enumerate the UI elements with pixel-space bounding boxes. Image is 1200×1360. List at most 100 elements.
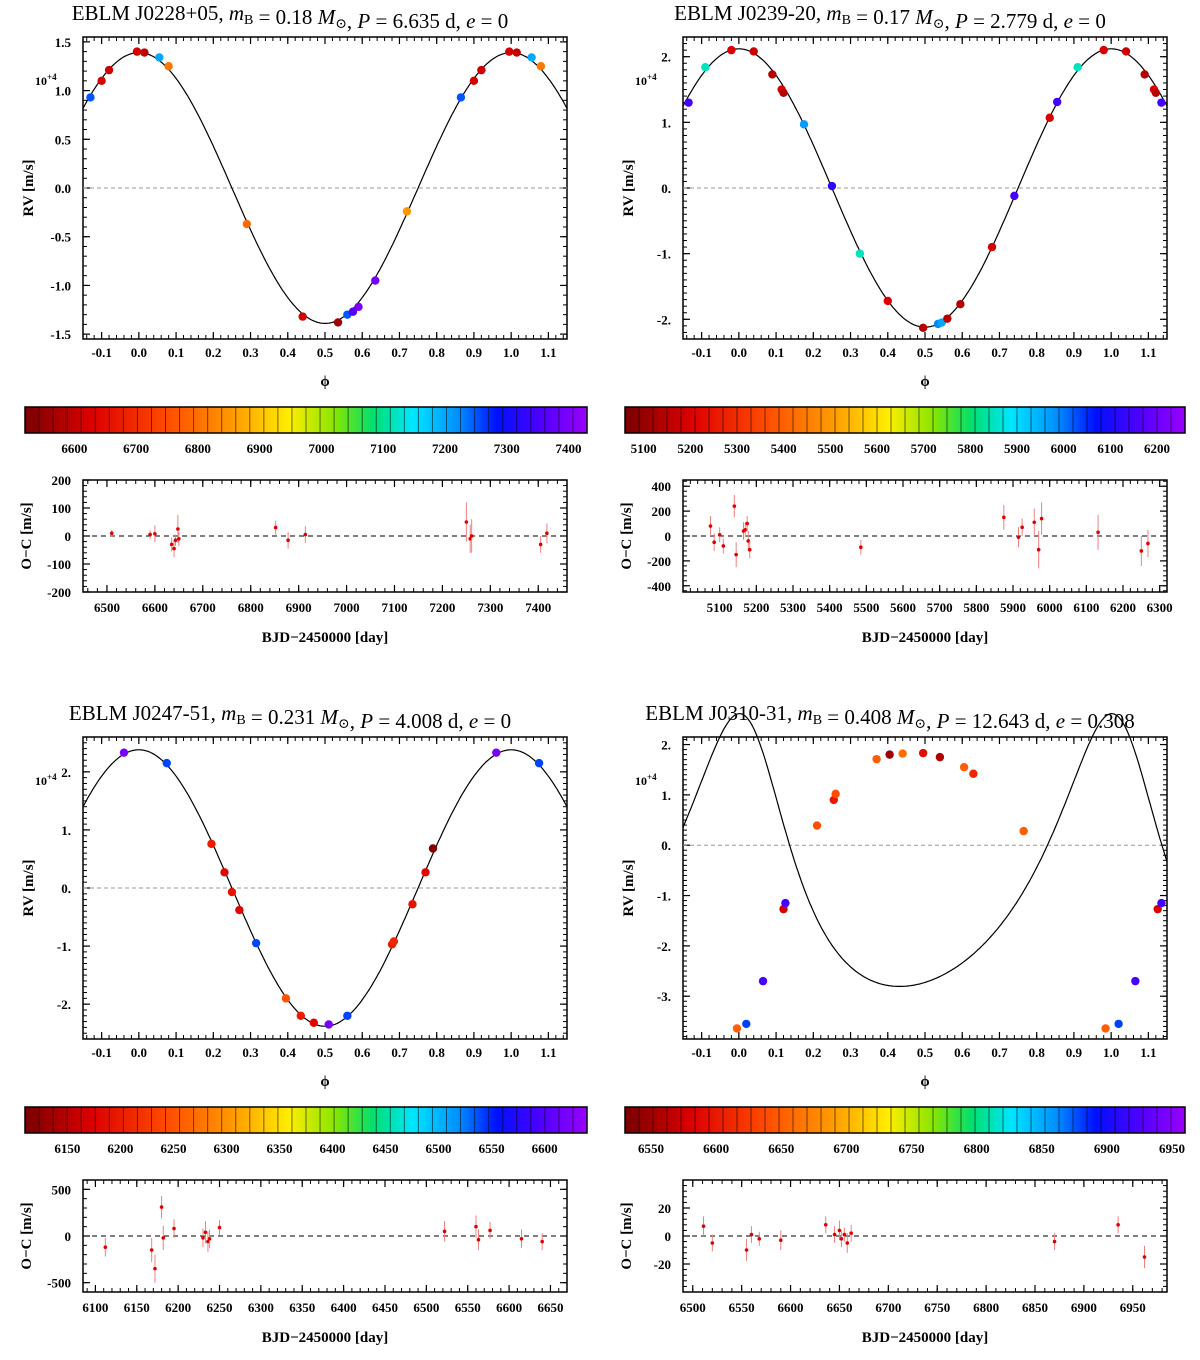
rv-data-point — [389, 937, 399, 946]
rv-data-point — [324, 1020, 333, 1029]
chart-title: EBLM J0239-20, mB = 0.17 M⊙, P = 2.779 d… — [674, 1, 1106, 33]
oc-data-point — [207, 1237, 212, 1241]
oc-x-tick-label: 6650 — [826, 1300, 852, 1315]
oc-data-point — [177, 537, 181, 541]
rv-data-point — [1140, 70, 1149, 79]
colorbar-tick-label: 5600 — [864, 441, 890, 456]
rv-data-point — [855, 249, 865, 258]
x-axis-label: ϕ — [920, 374, 929, 390]
oc-x-tick-label: 6600 — [496, 1300, 522, 1315]
rv-data-point — [1151, 88, 1161, 98]
rv-data-point — [1157, 898, 1166, 908]
oc-data-point — [149, 1248, 154, 1252]
x-tick-label: 0.2 — [805, 1045, 821, 1060]
chart-title: EBLM J0310-31, mB = 0.408 M⊙, P = 12.643… — [645, 701, 1134, 733]
oc-y-tick-label: 200 — [52, 473, 72, 488]
rv-data-point — [918, 323, 928, 333]
rv-data-point — [469, 76, 479, 86]
oc-x-tick-label: 6500 — [680, 1300, 706, 1315]
oc-x-tick-label: 7000 — [334, 600, 360, 615]
rv-data-point — [119, 748, 129, 757]
y-tick-label: -1. — [57, 939, 71, 954]
oc-data-point — [1002, 515, 1006, 520]
y-tick-label: 1.0 — [55, 84, 71, 99]
rv-data-point — [251, 938, 261, 948]
rv-data-point — [421, 868, 430, 877]
rv-data-point — [1131, 976, 1140, 986]
oc-data-point — [203, 1230, 208, 1235]
colorbar-tick-label: 6550 — [638, 1141, 664, 1156]
oc-y-tick-label: 0 — [65, 529, 72, 544]
x-tick-label: -0.1 — [691, 345, 712, 360]
rv-data-point — [220, 868, 229, 877]
rv-data-point — [1121, 47, 1131, 56]
x-tick-label: 1.0 — [503, 1045, 519, 1060]
oc-data-point — [744, 1248, 749, 1252]
oc-data-point — [161, 1236, 166, 1240]
oc-x-tick-label: 6550 — [729, 1300, 755, 1315]
rv-data-point — [758, 976, 768, 986]
rv-data-point — [768, 70, 777, 79]
oc-data-point — [273, 525, 278, 530]
oc-data-point — [745, 521, 749, 526]
oc-y-tick-label: 500 — [52, 1182, 72, 1197]
oc-x-tick-label: 6200 — [1110, 600, 1136, 615]
oc-data-point — [832, 1232, 837, 1237]
colorbar-tick-label: 6900 — [247, 441, 273, 456]
rv-data-point — [534, 758, 544, 768]
colorbar-tick-label: 6650 — [768, 1141, 794, 1156]
oc-data-point — [469, 534, 474, 538]
rv-data-point — [898, 749, 907, 758]
rv-data-point — [1114, 1019, 1123, 1029]
y-tick-label: 1. — [61, 823, 71, 838]
oc-data-point — [743, 527, 748, 532]
oc-data-point — [746, 539, 751, 543]
colorbar-tick-label: 6350 — [266, 1141, 292, 1156]
colorbar-tick-label: 7100 — [370, 441, 396, 456]
rv-data-point — [402, 207, 412, 216]
oc-x-tick-label: 6300 — [1147, 600, 1173, 615]
x-tick-label: 0.4 — [880, 345, 897, 360]
colorbar-tick-label: 6300 — [213, 1141, 239, 1156]
oc-x-tick-label: 6150 — [124, 1300, 150, 1315]
rv-data-point — [781, 898, 790, 908]
oc-y-tick-label: -200 — [47, 585, 71, 600]
oc-x-tick-label: 6000 — [1037, 600, 1063, 615]
x-tick-label: 0.2 — [805, 345, 821, 360]
rv-data-point — [162, 758, 171, 768]
rv-data-point — [885, 750, 894, 759]
oc-x-axis-label: BJD−2450000 [day] — [262, 1330, 388, 1346]
colorbar-tick-label: 6950 — [1159, 1141, 1185, 1156]
rv-data-point — [1099, 45, 1108, 55]
x-tick-label: 0.8 — [1029, 345, 1046, 360]
oc-x-axis-label: BJD−2450000 [day] — [862, 630, 988, 646]
rv-data-point — [1073, 62, 1082, 72]
x-tick-label: 0.3 — [842, 1045, 859, 1060]
y-tick-label: 0.5 — [55, 132, 72, 147]
oc-data-point — [286, 538, 290, 542]
oc-x-tick-label: 6650 — [537, 1300, 563, 1315]
oc-y-tick-label: 200 — [652, 504, 672, 519]
colorbar-tick-label: 5700 — [911, 441, 937, 456]
x-tick-label: 0.8 — [429, 345, 446, 360]
colorbar-tick-label: 5400 — [771, 441, 797, 456]
colorbar-tick-label: 6500 — [426, 1141, 452, 1156]
oc-data-point — [749, 1232, 754, 1237]
colorbar-tick-label: 6150 — [54, 1141, 80, 1156]
oc-data-point — [839, 1237, 844, 1241]
oc-data-point — [474, 1224, 478, 1229]
oc-data-point — [159, 1205, 164, 1209]
oc-x-tick-label: 6300 — [248, 1300, 274, 1315]
x-tick-label: 1.0 — [1103, 1045, 1119, 1060]
oc-y-axis-label: O−C [m/s] — [619, 1202, 635, 1269]
oc-data-point — [442, 1229, 447, 1234]
x-tick-label: 0.9 — [466, 1045, 483, 1060]
x-tick-label: 0.8 — [1029, 1045, 1046, 1060]
rv-data-point — [207, 839, 216, 849]
oc-data-point — [1020, 525, 1024, 530]
rv-data-point — [281, 994, 291, 1003]
colorbar-tick-label: 6400 — [320, 1141, 346, 1156]
oc-x-tick-label: 7200 — [429, 600, 455, 615]
x-tick-label: 1.0 — [503, 345, 519, 360]
rv-data-point — [428, 844, 438, 853]
